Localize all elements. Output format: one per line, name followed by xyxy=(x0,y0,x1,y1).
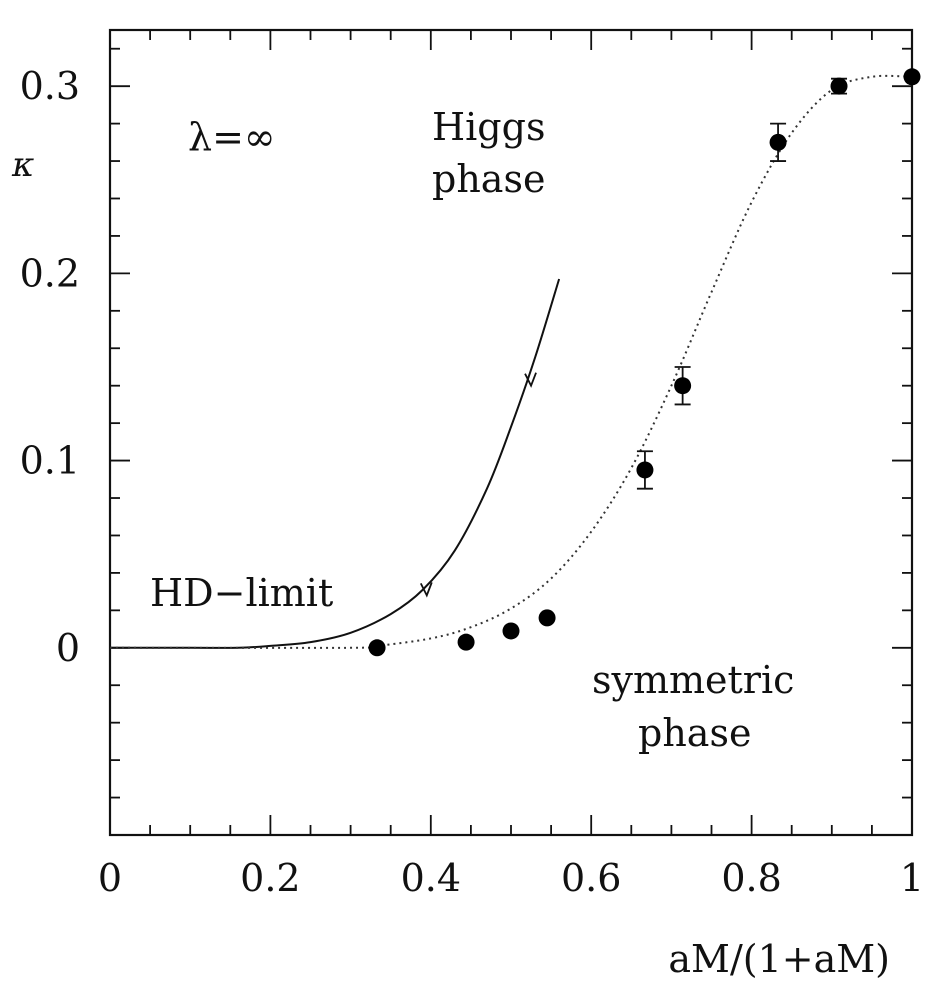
direction-arrow xyxy=(419,582,433,598)
data-point xyxy=(636,461,654,479)
data-point xyxy=(903,68,921,86)
data-point xyxy=(457,633,475,651)
curves xyxy=(109,74,913,649)
data-point xyxy=(674,377,692,395)
x-tick-labels: 0 0.2 0.4 0.6 0.8 1 xyxy=(98,856,924,900)
data-point xyxy=(830,77,848,95)
data-point xyxy=(502,622,520,640)
x-tick-label: 0.2 xyxy=(240,856,300,900)
data-point xyxy=(538,609,556,627)
x-tick-label: 1 xyxy=(900,856,924,900)
x-tick-label: 0.8 xyxy=(721,856,781,900)
higgs-phase-line1: Higgs xyxy=(432,105,545,149)
plot-frame xyxy=(108,28,914,837)
y-tick-label: 0 xyxy=(56,626,80,670)
data-point xyxy=(368,639,386,657)
y-axis-label: κ xyxy=(11,145,34,185)
x-tick-label: 0 xyxy=(98,856,122,900)
data-points xyxy=(368,68,921,657)
symmetric-phase-line1: symmetric xyxy=(592,658,794,702)
hd-limit-annotation: HD−limit xyxy=(150,571,333,615)
symmetric-phase-line2: phase xyxy=(638,711,751,755)
data-point xyxy=(769,133,787,151)
x-tick-label: 0.4 xyxy=(401,856,461,900)
y-tick-label: 0.3 xyxy=(20,64,80,108)
y-tick-label: 0.1 xyxy=(20,439,80,483)
ticks-layer xyxy=(109,30,913,836)
higgs-phase-line2: phase xyxy=(432,157,545,201)
hd-limit-curve xyxy=(110,278,561,649)
y-tick-label: 0.2 xyxy=(20,251,80,295)
direction-arrow xyxy=(524,372,537,388)
lambda-annotation: λ=∞ xyxy=(188,115,276,159)
x-axis-label: aM/(1+aM) xyxy=(668,937,890,981)
x-tick-label: 0.6 xyxy=(561,856,621,900)
y-tick-labels: 0 0.1 0.2 0.3 xyxy=(20,64,80,670)
